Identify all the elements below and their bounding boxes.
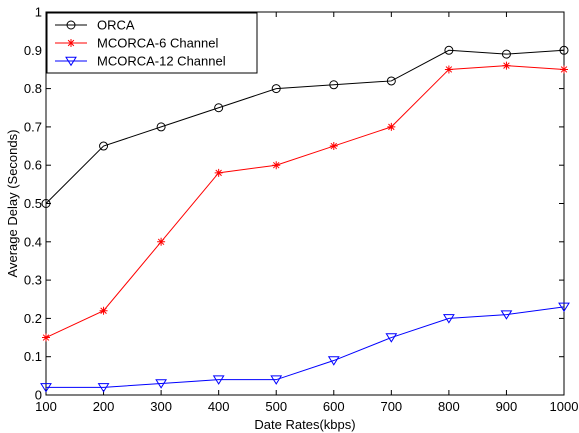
x-tick-label: 500 [265,399,287,414]
data-point [558,302,570,313]
legend-marker [65,56,77,67]
x-tick-label: 700 [380,399,402,414]
data-point [442,314,455,324]
data-point [41,199,51,208]
data-point [97,383,110,393]
x-tick-label: 200 [93,399,115,414]
x-tick-label: 400 [208,399,230,414]
y-tick-label: 1 [35,5,42,20]
legend-label: MCORCA-12 Channel [97,54,226,69]
y-axis-label: Average Delay (Seconds) [5,130,20,278]
series-1 [42,61,568,342]
legend-label: ORCA [97,18,135,33]
data-point [214,168,223,177]
data-point [329,142,338,151]
legend: ORCA MCORCA-6 Channel MCORCA-12 Channel [46,12,258,74]
data-point [270,375,283,385]
data-point [157,237,166,246]
data-point [271,84,281,94]
legend-marker [67,39,75,47]
data-point [212,375,225,385]
y-tick-label: 0.1 [24,349,42,364]
y-tick-label: 0.3 [24,273,42,288]
x-tick-label: 800 [438,399,460,414]
data-point [387,122,396,131]
data-point [99,306,108,315]
y-tick-label: 0.5 [24,196,42,211]
x-axis-label: Date Rates(kbps) [254,417,355,432]
y-tick-label: 0.6 [24,158,42,173]
data-point [156,122,166,132]
x-axis: 100 200 300 400 500 600 700 800 900 1000 [35,12,578,414]
data-point [329,80,339,90]
x-tick-label: 100 [35,399,57,414]
series-2 [40,302,570,393]
y-tick-label: 0.2 [24,311,42,326]
x-tick-label: 1000 [550,399,579,414]
data-point [99,141,109,151]
plot-area [45,11,565,396]
legend-marker [66,20,76,30]
data-point [327,356,340,366]
data-point [560,65,568,74]
plot-border [45,11,565,396]
series-layer [40,45,570,393]
legend-entry: MCORCA-12 Channel [55,54,226,69]
y-tick-label: 0.7 [24,119,42,134]
data-point [559,45,569,55]
legend-entry: ORCA [55,18,135,33]
legend-entry: MCORCA-6 Channel [55,36,218,51]
data-point [444,45,454,55]
x-tick-label: 900 [496,399,518,414]
data-point [385,333,398,343]
y-tick-label: 0.9 [24,43,42,58]
y-tick-label: 0 [35,388,42,403]
y-tick-label: 0.4 [24,234,42,249]
series-line [46,306,565,388]
data-point [386,76,396,86]
data-point [214,103,224,113]
data-point [42,333,50,342]
data-point [444,65,453,74]
series-line [45,65,565,339]
legend-label: MCORCA-6 Channel [97,36,218,51]
data-point [40,383,52,393]
y-tick-label: 0.8 [24,81,42,96]
series-0 [41,45,569,208]
data-point [272,161,281,170]
x-tick-label: 300 [150,399,172,414]
data-point [500,310,513,320]
x-tick-label: 600 [323,399,345,414]
y-axis: 0 0.1 0.2 0.3 0.4 0.5 0.6 0.7 0.8 0.9 1 [24,5,564,403]
data-point [155,379,168,389]
data-point [501,49,511,59]
series-line [45,49,565,204]
data-point [502,61,511,70]
